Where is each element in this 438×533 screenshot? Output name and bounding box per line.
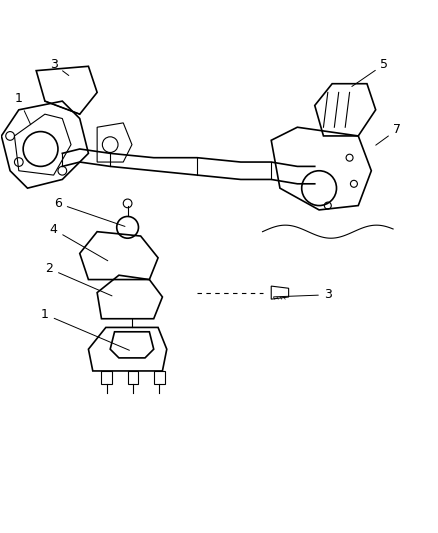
Text: 2: 2 xyxy=(45,262,112,296)
Text: 4: 4 xyxy=(49,223,108,261)
Text: 6: 6 xyxy=(54,197,125,227)
Text: 3: 3 xyxy=(49,58,69,76)
Text: 3: 3 xyxy=(274,288,332,301)
Text: 1: 1 xyxy=(15,92,31,125)
Text: 5: 5 xyxy=(352,58,389,86)
Text: 1: 1 xyxy=(41,308,129,350)
Text: 7: 7 xyxy=(376,123,402,145)
